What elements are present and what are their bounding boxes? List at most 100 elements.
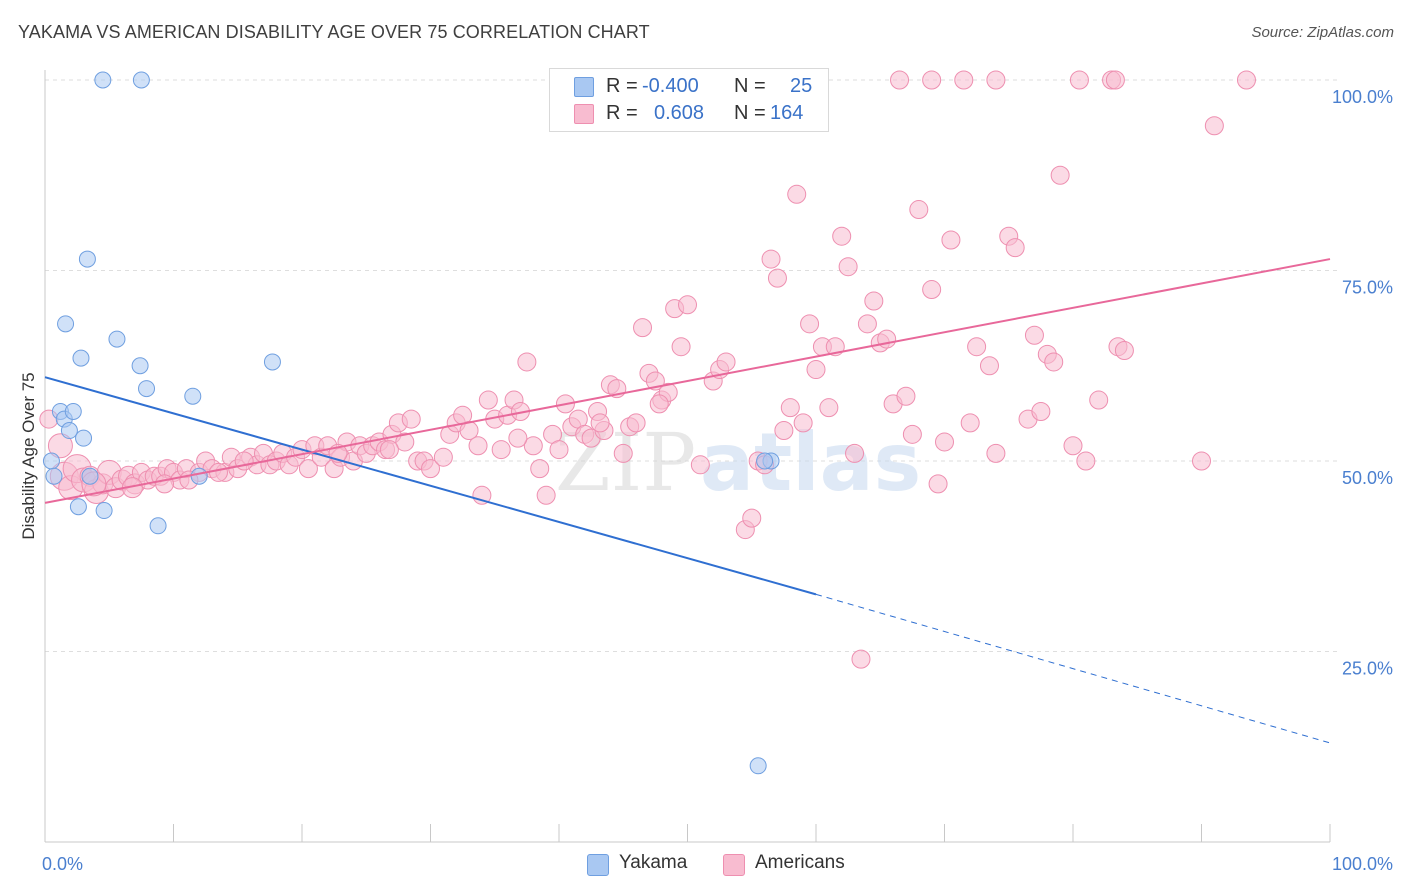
data-point [590, 413, 610, 433]
americans-points [39, 70, 1256, 669]
data-point [922, 280, 942, 300]
data-point [530, 459, 550, 479]
data-point [108, 330, 126, 348]
legend-r-value: 0.608 [654, 102, 705, 124]
axis-labels: 25.0% 50.0% 75.0% 100.0% 0.0% 100.0% Disabilit… [19, 87, 1393, 874]
data-point [421, 459, 440, 479]
yakama-trend-extension [815, 593, 1331, 744]
data-point [81, 467, 99, 485]
legend-n-value: 164 [770, 102, 804, 124]
data-point [979, 356, 999, 376]
data-point [1044, 352, 1064, 372]
data-point [131, 357, 149, 375]
data-point [72, 349, 90, 367]
data-point [845, 443, 865, 463]
data-point [1076, 451, 1096, 471]
data-point [69, 498, 87, 516]
data-point [78, 250, 96, 268]
data-point [806, 360, 826, 380]
data-point [208, 462, 228, 482]
data-point [1063, 436, 1083, 456]
legend-n-label: N = [734, 75, 766, 97]
data-point [800, 314, 820, 334]
data-point [909, 200, 929, 220]
data-point [517, 352, 537, 372]
data-point [960, 413, 980, 433]
data-point [787, 184, 807, 204]
data-point [1105, 70, 1125, 90]
data-point [95, 502, 113, 520]
yakama-legend-icon [587, 854, 609, 876]
y-tick-label: 100.0% [1332, 87, 1393, 107]
y-tick-label: 25.0% [1342, 659, 1393, 679]
data-point [57, 315, 75, 333]
trend-lines [44, 258, 1331, 744]
americans-trend-line [44, 258, 1331, 504]
data-point [838, 257, 858, 277]
data-point [155, 474, 175, 494]
data-point [401, 409, 421, 429]
data-point [45, 467, 63, 485]
data-point [671, 337, 691, 357]
data-point [132, 71, 150, 89]
data-point [851, 649, 871, 669]
data-point [626, 413, 646, 433]
data-point [649, 394, 669, 414]
data-point [1069, 70, 1089, 90]
data-point [857, 314, 877, 334]
data-point [190, 467, 208, 485]
source-label: Source: ZipAtlas.com [1251, 24, 1394, 41]
legend-r-label: R = [606, 102, 638, 124]
data-point [1024, 325, 1044, 345]
data-point [395, 432, 415, 452]
data-point [922, 70, 942, 90]
data-point [1114, 341, 1134, 361]
x-tick-label-min: 0.0% [42, 854, 83, 874]
data-point [60, 422, 78, 440]
data-point [149, 517, 167, 535]
data-point [508, 428, 528, 448]
data-point [1204, 116, 1224, 136]
data-point [742, 508, 762, 528]
data-point [94, 71, 112, 89]
data-point [1236, 70, 1256, 90]
data-point [716, 352, 736, 372]
y-tick-label: 50.0% [1342, 468, 1393, 488]
data-point [633, 318, 653, 338]
chart-title: YAKAMA VS AMERICAN DISABILITY AGE OVER 7… [18, 22, 650, 42]
watermark-atlas: atlas [700, 416, 921, 509]
legend-r-label: R = [606, 75, 638, 97]
x-tick-label-max: 100.0% [1332, 854, 1393, 874]
data-point [64, 402, 82, 420]
data-point [690, 455, 710, 475]
correlation-legend: R = -0.400 N = 25 R = 0.608 N = 164 [549, 68, 829, 132]
data-point [935, 432, 954, 452]
data-point [1050, 165, 1070, 185]
data-point [749, 757, 767, 775]
data-point [549, 440, 569, 460]
data-point [613, 443, 633, 463]
data-point [536, 485, 556, 505]
data-point [954, 70, 974, 90]
americans-legend-label: Americans [755, 852, 845, 873]
data-point [986, 443, 1006, 463]
data-point [523, 436, 543, 456]
data-point [298, 459, 318, 479]
legend-n-value: 25 [790, 75, 813, 97]
y-tick-label: 75.0% [1342, 278, 1393, 298]
americans-legend-icon [723, 854, 745, 876]
data-point [1005, 238, 1025, 258]
yakama-legend-label: Yakama [619, 852, 688, 873]
data-point [756, 452, 774, 470]
data-point [433, 447, 453, 467]
yakama-swatch-icon [574, 77, 594, 97]
data-point [767, 268, 787, 288]
data-point [263, 353, 281, 371]
data-point [902, 424, 922, 444]
data-point [138, 380, 156, 398]
data-point [379, 440, 399, 460]
yakama-points [42, 71, 780, 775]
data-point [42, 452, 60, 470]
americans-swatch-icon [574, 104, 594, 124]
data-point [1089, 390, 1109, 410]
